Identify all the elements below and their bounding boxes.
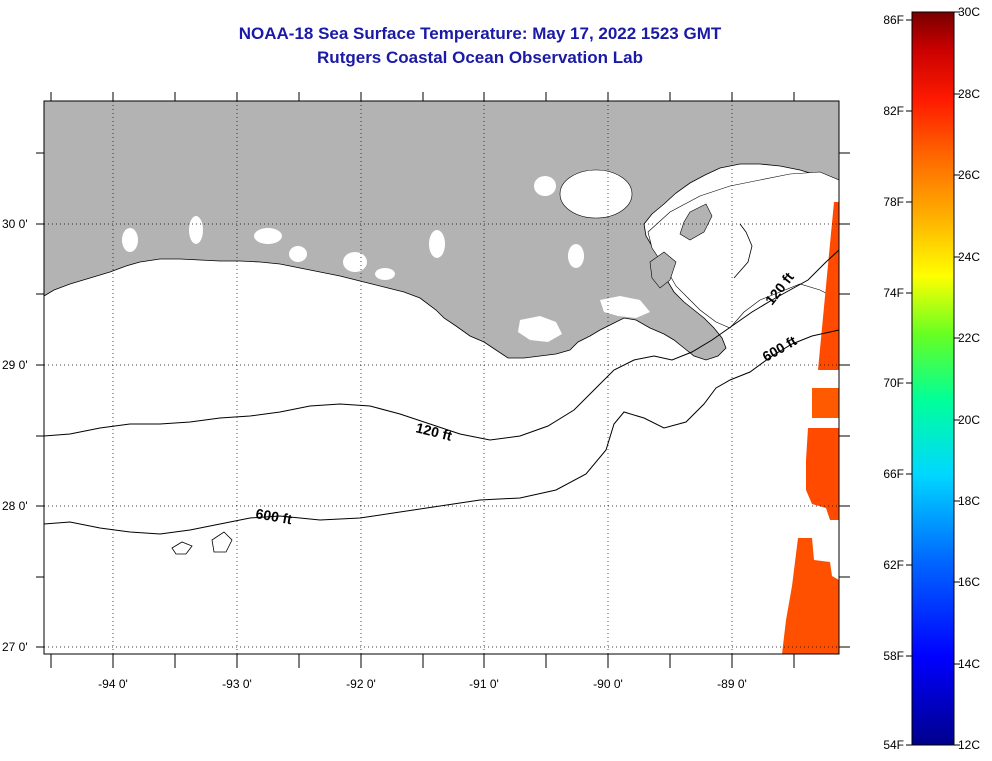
lake: [343, 252, 367, 272]
map-subtitle: Rutgers Coastal Ocean Observation Lab: [317, 48, 643, 67]
colorbar-f-label: 86F: [883, 13, 904, 27]
colorbar-f-label: 74F: [883, 286, 904, 300]
lake: [254, 228, 282, 244]
color-bar: [911, 11, 955, 746]
colorbar-c-label: 14C: [958, 657, 980, 671]
colorbar-c-label: 12C: [958, 738, 980, 752]
bay: [518, 316, 562, 342]
contour-600ft: [44, 329, 839, 535]
colorbar-c-label: 28C: [958, 87, 980, 101]
color-bar-ticks: [906, 11, 960, 746]
lake: [559, 169, 633, 219]
colorbar-f-label: 66F: [883, 467, 904, 481]
contour-120ft: [44, 249, 839, 441]
lat-label: 30 0': [2, 217, 28, 231]
colorbar-c-label: 30C: [958, 5, 980, 19]
lat-label: 28 0': [2, 499, 28, 513]
contour-600ft-detail: [171, 531, 233, 555]
colorbar-f-label: 78F: [883, 195, 904, 209]
lake: [375, 268, 395, 280]
colorbar-c-label: 18C: [958, 494, 980, 508]
colorbar-c-label: 24C: [958, 250, 980, 264]
lake: [189, 216, 203, 244]
grid-lines: [44, 101, 839, 654]
lon-label: -94 0': [98, 677, 128, 691]
sst-swath: [806, 428, 839, 520]
map-title: NOAA-18 Sea Surface Temperature: May 17,…: [238, 24, 722, 43]
island-chain: [733, 223, 753, 279]
island-chain: [649, 251, 677, 289]
lake: [568, 244, 584, 268]
bay: [600, 296, 650, 318]
lat-label: 27 0': [2, 640, 28, 654]
sst-swath: [818, 202, 839, 370]
lake: [289, 246, 307, 262]
colorbar-f-label: 62F: [883, 558, 904, 572]
lake: [429, 230, 445, 258]
lake: [122, 228, 138, 252]
lat-label: 29 0': [2, 358, 28, 372]
colorbar-c-label: 20C: [958, 413, 980, 427]
colorbar-f-label: 82F: [883, 104, 904, 118]
lon-label: -89 0': [717, 677, 747, 691]
lon-label: -90 0': [593, 677, 623, 691]
colorbar-f-label: 70F: [883, 376, 904, 390]
contour-label-600ft-west: 600 ft: [254, 505, 293, 527]
sst-swath: [782, 538, 839, 654]
map-frame: [43, 100, 840, 655]
lon-label: -93 0': [222, 677, 252, 691]
island-chain: [679, 203, 713, 241]
colorbar-c-label: 16C: [958, 575, 980, 589]
colorbar-f-label: 54F: [883, 738, 904, 752]
lon-label: -91 0': [469, 677, 499, 691]
colorbar-f-label: 58F: [883, 649, 904, 663]
land-mass: [44, 101, 839, 361]
map-ticks: [36, 92, 850, 668]
lake: [534, 176, 556, 196]
colorbar-c-label: 22C: [958, 331, 980, 345]
colorbar-c-label: 26C: [958, 168, 980, 182]
lon-label: -92 0': [346, 677, 376, 691]
sst-swath: [812, 388, 839, 418]
